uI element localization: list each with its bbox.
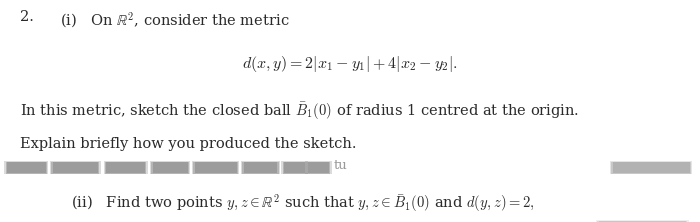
Bar bbox=[6, 162, 47, 174]
Bar bbox=[612, 162, 690, 173]
Bar bbox=[195, 162, 237, 173]
Bar bbox=[610, 161, 692, 174]
Bar bbox=[153, 162, 188, 173]
Bar bbox=[192, 161, 239, 174]
Bar bbox=[104, 161, 148, 174]
Bar bbox=[244, 162, 277, 173]
Bar bbox=[150, 161, 190, 174]
Bar bbox=[305, 161, 332, 174]
Bar bbox=[151, 162, 189, 174]
Bar bbox=[52, 162, 98, 173]
Bar bbox=[51, 162, 99, 174]
Bar bbox=[193, 162, 238, 174]
Text: 2.: 2. bbox=[20, 10, 34, 24]
Text: In this metric, sketch the closed ball $\bar{B}_1(0)$ of radius 1 centred at the: In this metric, sketch the closed ball $… bbox=[20, 101, 579, 122]
Bar bbox=[241, 161, 280, 174]
Text: tu: tu bbox=[333, 159, 347, 172]
Bar bbox=[50, 161, 101, 174]
Text: (ii)   Find two points $y, z \in \mathbb{R}^2$ such that $y, z \in \bar{B}_1(0)$: (ii) Find two points $y, z \in \mathbb{R… bbox=[48, 192, 534, 214]
Bar bbox=[598, 221, 686, 222]
Bar bbox=[281, 161, 308, 174]
Bar bbox=[284, 162, 305, 173]
Bar bbox=[106, 162, 145, 173]
Bar bbox=[596, 220, 689, 222]
Text: Explain briefly how you produced the sketch.: Explain briefly how you produced the ske… bbox=[20, 137, 356, 151]
Bar bbox=[308, 162, 329, 173]
Bar bbox=[4, 161, 48, 174]
Text: (i)   On $\mathbb{R}^2$, consider the metric: (i) On $\mathbb{R}^2$, consider the metr… bbox=[60, 10, 289, 30]
Bar bbox=[597, 221, 687, 222]
Bar bbox=[283, 162, 307, 174]
Bar bbox=[611, 162, 691, 174]
Text: $d(x, y) = 2|x_1 - y_1| + 4|x_2 - y_2|.$: $d(x, y) = 2|x_1 - y_1| + 4|x_2 - y_2|.$ bbox=[242, 54, 458, 74]
Bar bbox=[242, 162, 279, 174]
Bar bbox=[105, 162, 146, 174]
Bar bbox=[7, 162, 46, 173]
Bar bbox=[307, 162, 330, 174]
